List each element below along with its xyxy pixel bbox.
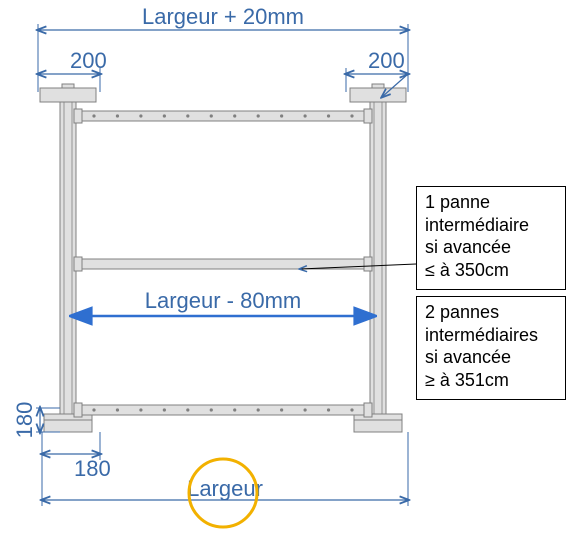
svg-text:180: 180 [74,456,111,481]
note2-l3: si avancée [425,347,511,367]
svg-text:Largeur + 20mm: Largeur + 20mm [142,4,304,29]
note2-l4: ≥ à 351cm [425,370,509,390]
svg-text:Largeur: Largeur [187,476,263,501]
note-2-pannes: 2 pannes intermédiaires si avancée ≥ à 3… [416,296,566,400]
note1-l2: intermédiaire [425,215,529,235]
note-1-panne: 1 panne intermédiaire si avancée ≤ à 350… [416,186,566,290]
note2-l2: intermédiaires [425,325,538,345]
note1-l3: si avancée [425,237,511,257]
note1-l1: 1 panne [425,192,490,212]
note1-l4: ≤ à 350cm [425,260,509,280]
svg-text:200: 200 [368,48,405,73]
svg-text:180: 180 [12,402,37,439]
svg-text:200: 200 [70,48,107,73]
note2-l1: 2 pannes [425,302,499,322]
svg-text:Largeur - 80mm: Largeur - 80mm [145,288,302,313]
